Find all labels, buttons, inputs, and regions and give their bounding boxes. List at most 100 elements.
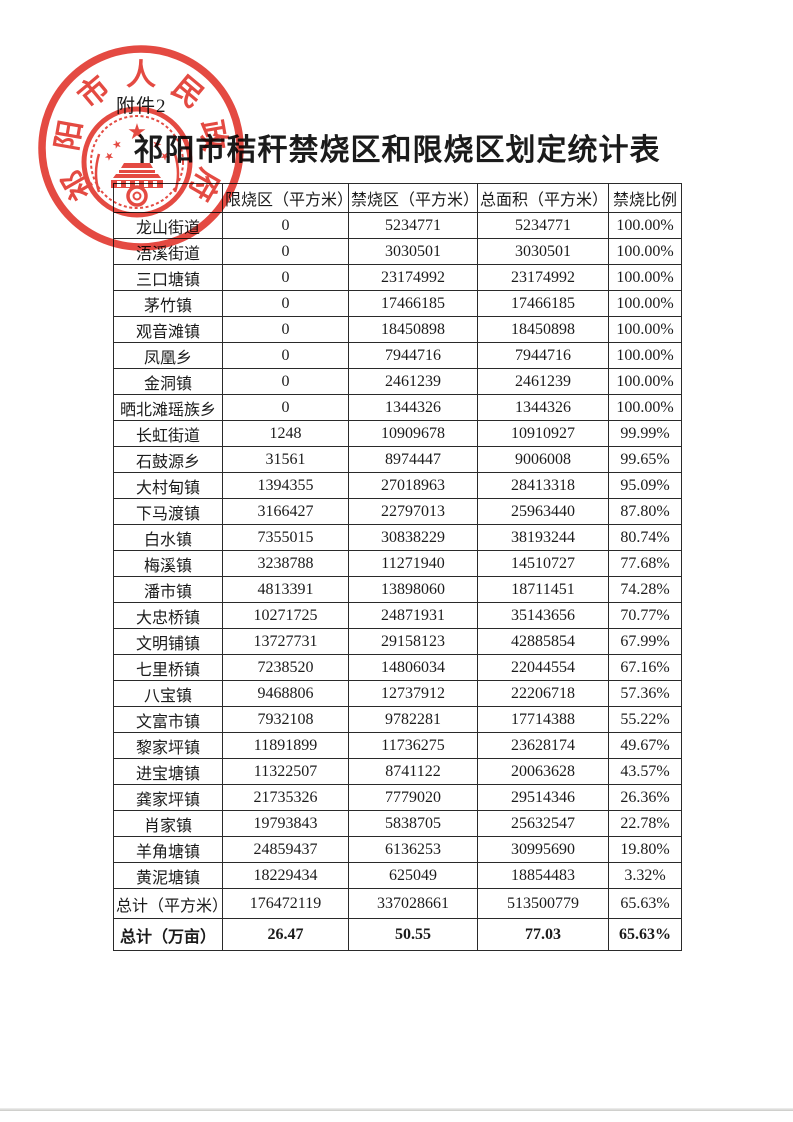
- cell-value: 55.22%: [608, 706, 682, 733]
- cell-value: 7932108: [222, 706, 349, 733]
- row-label: 龙山街道: [113, 212, 223, 239]
- table-row: 文明铺镇 13727731 29158123 42885854 67.99%: [113, 628, 682, 655]
- row-label: 八宝镇: [113, 680, 223, 707]
- cell-value: 12737912: [348, 680, 478, 707]
- cell-value: 80.74%: [608, 524, 682, 551]
- table-row: 肖家镇 19793843 5838705 25632547 22.78%: [113, 810, 682, 837]
- cell-value: 0: [222, 342, 349, 369]
- cell-value: 14806034: [348, 654, 478, 681]
- cell-value: 9006008: [477, 446, 609, 473]
- row-label: 潘市镇: [113, 576, 223, 603]
- row-label: 茅竹镇: [113, 290, 223, 317]
- cell-value: 1344326: [477, 394, 609, 421]
- cell-value: 176472119: [222, 888, 349, 919]
- row-label: 长虹街道: [113, 420, 223, 447]
- cell-value: 26.47: [222, 918, 349, 951]
- table-row: 龚家坪镇 21735326 7779020 29514346 26.36%: [113, 784, 682, 811]
- row-label: 大村甸镇: [113, 472, 223, 499]
- cell-value: 57.36%: [608, 680, 682, 707]
- row-label: 三口塘镇: [113, 264, 223, 291]
- table-row: 潘市镇 4813391 13898060 18711451 74.28%: [113, 576, 682, 603]
- cell-value: 4813391: [222, 576, 349, 603]
- cell-value: 11271940: [348, 550, 478, 577]
- cell-value: 18854483: [477, 862, 609, 889]
- cell-value: 31561: [222, 446, 349, 473]
- cell-value: 0: [222, 290, 349, 317]
- row-label: 浯溪街道: [113, 238, 223, 265]
- cell-value: 10271725: [222, 602, 349, 629]
- cell-value: 65.63%: [608, 888, 682, 919]
- cell-value: 74.28%: [608, 576, 682, 603]
- cell-value: 24859437: [222, 836, 349, 863]
- cell-value: 13898060: [348, 576, 478, 603]
- table-row: 七里桥镇 7238520 14806034 22044554 67.16%: [113, 654, 682, 681]
- attachment-label: 附件2: [116, 96, 167, 117]
- cell-value: 100.00%: [608, 316, 682, 343]
- table-row: 石鼓源乡 31561 8974447 9006008 99.65%: [113, 446, 682, 473]
- cell-value: 20063628: [477, 758, 609, 785]
- cell-value: 9468806: [222, 680, 349, 707]
- table-row: 长虹街道 1248 10909678 10910927 99.99%: [113, 420, 682, 447]
- cell-value: 27018963: [348, 472, 478, 499]
- cell-value: 11322507: [222, 758, 349, 785]
- cell-value: 22044554: [477, 654, 609, 681]
- cell-value: 19.80%: [608, 836, 682, 863]
- row-label: 进宝塘镇: [113, 758, 223, 785]
- row-label: 总计（万亩）: [113, 918, 223, 951]
- cell-value: 70.77%: [608, 602, 682, 629]
- row-label: 梅溪镇: [113, 550, 223, 577]
- cell-value: 10910927: [477, 420, 609, 447]
- cell-value: 10909678: [348, 420, 478, 447]
- cell-value: 7779020: [348, 784, 478, 811]
- cell-value: 100.00%: [608, 394, 682, 421]
- cell-value: 35143656: [477, 602, 609, 629]
- cell-value: 7238520: [222, 654, 349, 681]
- seal-character: 人: [126, 59, 156, 92]
- cell-value: 3030501: [477, 238, 609, 265]
- cell-value: 95.09%: [608, 472, 682, 499]
- cell-value: 100.00%: [608, 368, 682, 395]
- table-row: 观音滩镇 0 18450898 18450898 100.00%: [113, 316, 682, 343]
- cell-value: 30995690: [477, 836, 609, 863]
- seal-character: 祁: [56, 163, 100, 206]
- cell-value: 43.57%: [608, 758, 682, 785]
- row-label: 晒北滩瑶族乡: [113, 394, 223, 421]
- table-header: 限烧区（平方米） 禁烧区（平方米） 总面积（平方米） 禁烧比例: [113, 183, 682, 213]
- row-label: 羊角塘镇: [113, 836, 223, 863]
- table-row: 茅竹镇 0 17466185 17466185 100.00%: [113, 290, 682, 317]
- cell-value: 5838705: [348, 810, 478, 837]
- cell-value: 0: [222, 212, 349, 239]
- table-row: 文富市镇 7932108 9782281 17714388 55.22%: [113, 706, 682, 733]
- page-title: 祁阳市秸秆禁烧区和限烧区划定统计表: [133, 134, 661, 167]
- table-row: 黄泥塘镇 18229434 625049 18854483 3.32%: [113, 862, 682, 889]
- seal-character: 市: [72, 69, 117, 114]
- cell-value: 8741122: [348, 758, 478, 785]
- cell-value: 21735326: [222, 784, 349, 811]
- cell-value: 100.00%: [608, 264, 682, 291]
- cell-value: 23628174: [477, 732, 609, 759]
- cell-value: 65.63%: [608, 918, 682, 951]
- cell-value: 18229434: [222, 862, 349, 889]
- cell-value: 26.36%: [608, 784, 682, 811]
- column-header: 禁烧比例: [608, 183, 682, 213]
- cell-value: 77.68%: [608, 550, 682, 577]
- row-label: 大忠桥镇: [113, 602, 223, 629]
- table-row: 黎家坪镇 11891899 11736275 23628174 49.67%: [113, 732, 682, 759]
- cell-value: 22797013: [348, 498, 478, 525]
- table-row: 凤凰乡 0 7944716 7944716 100.00%: [113, 342, 682, 369]
- cell-value: 2461239: [477, 368, 609, 395]
- row-label: 凤凰乡: [113, 342, 223, 369]
- cell-value: 77.03: [477, 918, 609, 951]
- cell-value: 3030501: [348, 238, 478, 265]
- cell-value: 22.78%: [608, 810, 682, 837]
- cell-value: 0: [222, 264, 349, 291]
- cell-value: 100.00%: [608, 238, 682, 265]
- table-row: 浯溪街道 0 3030501 3030501 100.00%: [113, 238, 682, 265]
- cell-value: 2461239: [348, 368, 478, 395]
- cell-value: 513500779: [477, 888, 609, 919]
- cell-value: 0: [222, 368, 349, 395]
- total-mu-row: 总计（万亩） 26.47 50.55 77.03 65.63%: [113, 918, 682, 951]
- cell-value: 8974447: [348, 446, 478, 473]
- cell-value: 5234771: [348, 212, 478, 239]
- cell-value: 50.55: [348, 918, 478, 951]
